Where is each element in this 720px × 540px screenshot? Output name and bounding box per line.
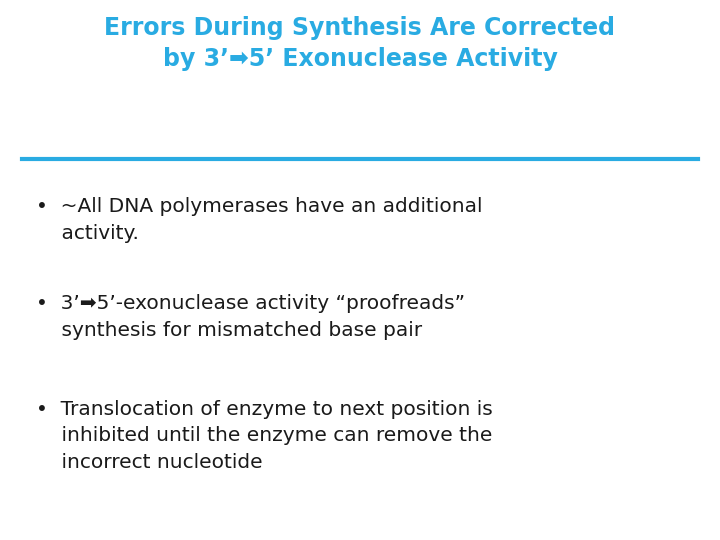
Text: Errors During Synthesis Are Corrected
by 3’➡5’ Exonuclease Activity: Errors During Synthesis Are Corrected by… [104, 16, 616, 71]
Text: •  Translocation of enzyme to next position is
    inhibited until the enzyme ca: • Translocation of enzyme to next positi… [36, 400, 492, 471]
Text: •  ~All DNA polymerases have an additional
    activity.: • ~All DNA polymerases have an additiona… [36, 197, 482, 242]
Text: •  3’➡5’-exonuclease activity “proofreads”
    synthesis for mismatched base pai: • 3’➡5’-exonuclease activity “proofreads… [36, 294, 465, 340]
